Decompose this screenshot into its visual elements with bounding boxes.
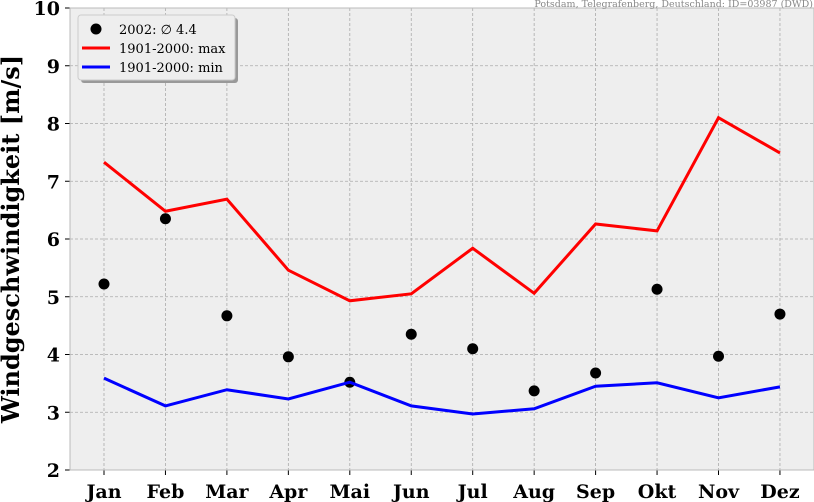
series-2 xyxy=(103,376,781,416)
x-tick-label: Aug xyxy=(512,481,555,502)
x-tick-label: Jul xyxy=(456,481,488,502)
y-tick-label: 5 xyxy=(47,287,60,309)
data-point xyxy=(651,283,663,295)
series xyxy=(98,115,786,416)
series-line-1 xyxy=(103,115,781,303)
legend-marker xyxy=(90,23,102,35)
series-1 xyxy=(103,115,781,303)
axes: 2 3 4 5 6 7 8 9 10 Jan Feb Mar Apr Mai Jun Jul Aug Sep Okt… xyxy=(34,0,814,502)
source-note: Potsdam, Telegrafenberg, Deutschland: ID… xyxy=(534,0,813,10)
legend-label: 1901-2000: min xyxy=(119,61,224,76)
data-point xyxy=(774,308,786,320)
y-tick-label: 8 xyxy=(47,114,60,136)
x-tick-label: Sep xyxy=(576,481,615,502)
x-tick-label: Dez xyxy=(760,481,800,502)
data-point xyxy=(98,278,110,290)
data-point xyxy=(467,343,479,355)
data-point xyxy=(590,367,602,379)
series-line-2 xyxy=(103,376,781,416)
y-tick-label: 7 xyxy=(47,171,60,193)
y-tick-label: 2 xyxy=(47,460,60,482)
y-tick-label: 9 xyxy=(47,56,60,78)
grid xyxy=(70,7,814,471)
x-tick-label: Jan xyxy=(84,481,121,502)
data-point xyxy=(282,351,294,363)
y-tick-label: 4 xyxy=(47,345,60,367)
data-point xyxy=(713,350,724,362)
legend-label: 2002: ∅ 4.4 xyxy=(119,23,197,38)
y-tick-label: 10 xyxy=(34,0,60,20)
x-tick-label: Mar xyxy=(205,481,249,502)
plot-frame xyxy=(69,7,814,471)
x-tick-label: Feb xyxy=(147,481,185,502)
x-tick-label: Mai xyxy=(330,481,371,502)
y-tick-label: 6 xyxy=(47,229,60,251)
data-point xyxy=(405,328,417,340)
data-point xyxy=(159,213,171,225)
x-tick-label: Nov xyxy=(698,481,740,502)
data-point xyxy=(221,310,233,322)
legend-label: 1901-2000: max xyxy=(119,42,226,57)
x-tick-label: Apr xyxy=(268,481,308,502)
legend: 2002: ∅ 4.4 1901-2000: max 1901-2000: min xyxy=(77,14,238,83)
x-tick-label: Okt xyxy=(638,481,677,502)
y-axis-label: Windgeschwindigkeit [m/s] xyxy=(0,55,25,424)
series-0 xyxy=(98,213,786,397)
x-tick-label: Jun xyxy=(391,481,430,502)
y-tick-label: 3 xyxy=(47,402,60,424)
legend-box xyxy=(77,14,236,81)
data-point xyxy=(528,385,540,397)
